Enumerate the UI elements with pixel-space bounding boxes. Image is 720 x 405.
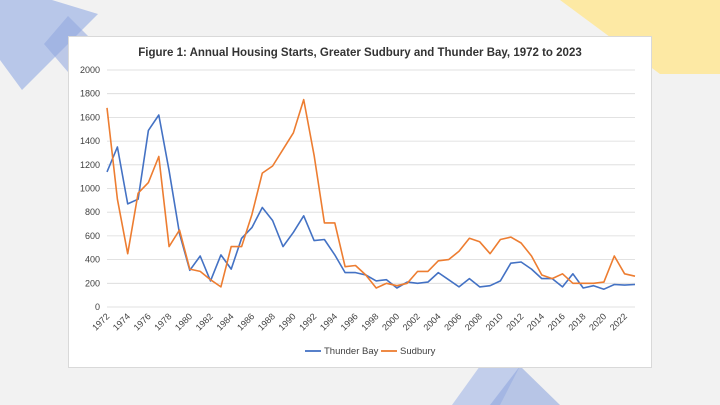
chart-card: Figure 1: Annual Housing Starts, Greater… — [68, 36, 652, 368]
legend-label: Sudbury — [400, 346, 436, 357]
legend: Thunder Bay Sudbury — [305, 346, 436, 357]
x-tick-label: 1988 — [256, 311, 277, 332]
x-tick-label: 1982 — [194, 311, 215, 332]
y-axis-ticks: 0 200 400 600 800 1000 1200 1400 1600 1800 2000 — [80, 65, 100, 312]
x-tick-label: 1992 — [297, 311, 318, 332]
x-tick-label: 1978 — [152, 311, 173, 332]
line-chart: Figure 1: Annual Housing Starts, Greater… — [80, 47, 636, 357]
chart-title: Figure 1: Annual Housing Starts, Greater… — [138, 47, 582, 59]
y-tick-label: 1800 — [80, 89, 100, 99]
legend-label: Thunder Bay — [324, 346, 379, 357]
thunder-bay-line — [106, 114, 636, 290]
y-tick-label: 200 — [85, 278, 100, 288]
y-tick-label: 600 — [85, 231, 100, 241]
y-tick-label: 800 — [85, 207, 100, 217]
x-tick-label: 1974 — [111, 311, 132, 332]
x-tick-label: 1994 — [318, 311, 339, 332]
y-tick-label: 2000 — [80, 65, 100, 75]
x-tick-label: 1998 — [359, 311, 380, 332]
gridlines — [107, 69, 635, 308]
y-tick-label: 1400 — [80, 136, 100, 146]
series-lines — [106, 98, 636, 290]
x-tick-label: 2008 — [463, 311, 484, 332]
x-tick-label: 1996 — [339, 311, 360, 332]
y-tick-label: 1000 — [80, 184, 100, 194]
x-tick-label: 1990 — [277, 311, 298, 332]
x-tick-label: 2004 — [421, 311, 442, 332]
x-tick-label: 2010 — [484, 311, 505, 332]
x-tick-label: 1986 — [235, 311, 256, 332]
x-tick-label: 2018 — [566, 311, 587, 332]
x-axis-ticks: 1972 1974 1976 1978 1980 1982 1984 1986 1988 1990… — [90, 311, 629, 332]
y-tick-label: 1200 — [80, 160, 100, 170]
x-tick-label: 2002 — [401, 311, 422, 332]
x-tick-label: 2000 — [380, 311, 401, 332]
x-tick-label: 1972 — [90, 311, 111, 332]
y-tick-label: 400 — [85, 255, 100, 265]
x-tick-label: 2020 — [587, 311, 608, 332]
x-tick-label: 2012 — [504, 311, 525, 332]
x-tick-label: 2014 — [525, 311, 546, 332]
x-tick-label: 1984 — [214, 311, 235, 332]
x-tick-label: 2016 — [546, 311, 567, 332]
x-tick-label: 2022 — [608, 311, 629, 332]
y-tick-label: 0 — [95, 302, 100, 312]
x-tick-label: 2006 — [442, 311, 463, 332]
decor-blue-bottom-right — [490, 366, 560, 405]
x-tick-label: 1980 — [173, 311, 194, 332]
x-tick-label: 1976 — [132, 311, 153, 332]
sudbury-line — [106, 98, 636, 289]
y-tick-label: 1600 — [80, 112, 100, 122]
